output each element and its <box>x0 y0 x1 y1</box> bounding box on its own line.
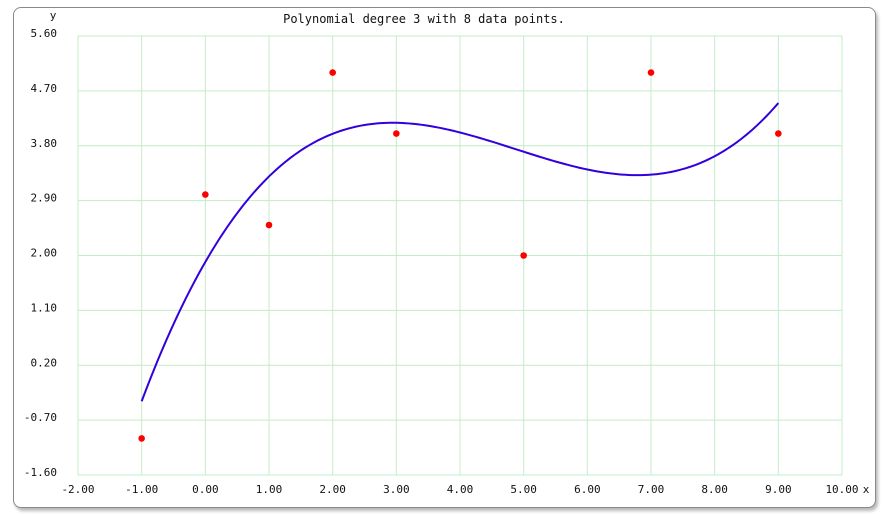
x-tick-label: 4.00 <box>447 483 474 496</box>
y-axis-ticks: 5.60 4.70 3.80 2.90 2.00 1.10 0.20 -0.70 -1.60 <box>24 27 57 479</box>
x-tick-label: -1.00 <box>125 483 158 496</box>
y-tick-label: 0.20 <box>31 356 58 369</box>
y-tick-label: -1.60 <box>24 466 57 479</box>
y-tick-label: 1.10 <box>31 301 58 314</box>
y-tick-label: 3.80 <box>31 137 58 150</box>
x-axis-ticks: -2.00 -1.00 0.00 1.00 2.00 3.00 4.00 5.00 6.00 7.… <box>61 483 858 496</box>
x-axis-label: x <box>863 483 870 496</box>
y-tick-label: 2.90 <box>31 192 58 205</box>
x-tick-label: 3.00 <box>383 483 410 496</box>
x-tick-label: 5.00 <box>510 483 537 496</box>
x-tick-label: 7.00 <box>638 483 665 496</box>
y-axis-label: y <box>50 9 57 22</box>
y-tick-label: -0.70 <box>24 411 57 424</box>
data-point <box>393 130 400 137</box>
y-tick-label: 2.00 <box>31 247 58 260</box>
y-tick-label: 4.70 <box>31 82 58 95</box>
cubic-fit-curve <box>140 102 780 402</box>
x-tick-label: 8.00 <box>701 483 728 496</box>
x-tick-label: -2.00 <box>61 483 94 496</box>
data-point <box>647 69 655 76</box>
x-tick-label: 9.00 <box>765 483 792 496</box>
data-point <box>329 69 336 76</box>
grid-lines <box>77 35 843 476</box>
x-tick-label: 1.00 <box>256 483 283 496</box>
data-point <box>775 130 782 137</box>
x-tick-label: 0.00 <box>192 483 219 496</box>
chart-title: Polynomial degree 3 with 8 data points. <box>283 12 565 26</box>
x-tick-label: 10.00 <box>825 483 858 496</box>
data-point <box>265 221 273 229</box>
y-tick-label: 5.60 <box>31 27 58 40</box>
data-points <box>138 69 782 442</box>
data-point <box>138 435 145 442</box>
data-point <box>202 191 209 198</box>
x-tick-label: 2.00 <box>319 483 346 496</box>
data-point <box>520 252 527 259</box>
x-tick-label: 6.00 <box>574 483 601 496</box>
